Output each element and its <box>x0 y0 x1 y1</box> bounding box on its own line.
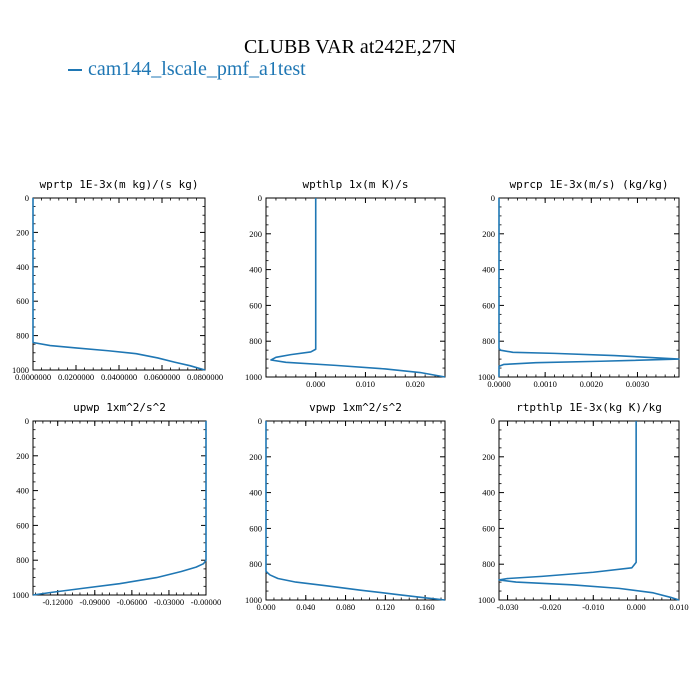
y-tick-label: 1000 <box>12 590 29 600</box>
y-tick-label: 600 <box>16 520 29 530</box>
x-tick-label: 0.0800000 <box>187 372 223 382</box>
plot-frame <box>32 420 207 596</box>
y-tick-label: 0 <box>25 193 29 203</box>
x-tick-label: 0.000 <box>256 602 275 612</box>
y-tick-label: 800 <box>249 559 262 569</box>
y-tick-label: 400 <box>482 265 495 275</box>
y-tick-label: 600 <box>249 300 262 310</box>
y-tick-label: 600 <box>16 296 29 306</box>
series-line <box>270 198 446 378</box>
series-line <box>498 198 680 377</box>
y-tick-label: 1000 <box>478 595 495 605</box>
chart-panel: rtpthlp 1E-3x(kg K)/kg02004006008001000-… <box>478 401 689 612</box>
chart-panel: wprtp 1E-3x(m kg)/(s kg) 0 200 400 600 800 100… <box>12 178 223 382</box>
x-tick-label: 0.0010 <box>533 379 556 389</box>
x-tick-label: 0.0000 <box>487 379 510 389</box>
y-tick-label: 600 <box>482 300 495 310</box>
x-tick-label: -0.12000 <box>42 597 72 607</box>
x-tick-label: -0.020 <box>539 602 561 612</box>
y-tick-label: 400 <box>249 265 262 275</box>
chart-title: vpwp 1xm^2/s^2 <box>309 401 402 414</box>
y-tick-label: 800 <box>482 336 495 346</box>
x-tick-label: -0.030 <box>497 602 519 612</box>
x-tick-label: 0.0000000 <box>15 372 51 382</box>
x-tick-label: 0.000 <box>627 602 646 612</box>
y-tick-label: 400 <box>16 262 29 272</box>
chart-title: wpthlp 1x(m K)/s <box>303 178 409 191</box>
y-tick-label: 0 <box>25 416 29 426</box>
x-tick-label: 0.0020 <box>580 379 603 389</box>
chart-panel: wpthlp 1x(m K)/s 0 200 400 600 800 1000 0.000 0.… <box>245 178 446 389</box>
x-tick-label: 0.0030 <box>626 379 649 389</box>
x-tick-label: -0.03000 <box>154 597 184 607</box>
x-tick-label: 0.040 <box>296 602 315 612</box>
x-tick-label: -0.06000 <box>117 597 147 607</box>
x-tick-label: 0.160 <box>416 602 435 612</box>
y-tick-label: 200 <box>482 229 495 239</box>
y-tick-label: 200 <box>482 452 495 462</box>
y-tick-label: 1000 <box>478 372 495 382</box>
y-tick-label: 400 <box>482 488 495 498</box>
plot-frame <box>265 197 446 378</box>
x-tick-label: 0.010 <box>356 379 375 389</box>
legend: cam144_lscale_pmf_a1test <box>68 58 306 81</box>
x-tick-label: 0.010 <box>669 602 688 612</box>
x-tick-label: -0.010 <box>582 602 604 612</box>
x-tick-label: 0.0600000 <box>144 372 180 382</box>
chart-title: rtpthlp 1E-3x(kg K)/kg <box>516 401 662 414</box>
y-tick-label: 600 <box>249 523 262 533</box>
series-line <box>32 198 206 371</box>
x-tick-label: -0.00000 <box>191 597 221 607</box>
x-tick-label: 0.0400000 <box>101 372 137 382</box>
y-tick-label: 1000 <box>245 595 262 605</box>
y-tick-label: 400 <box>16 486 29 496</box>
chart-panel: wprcp 1E-3x(m/s) (kg/kg) 0 200 400 600 800 100… <box>478 178 680 389</box>
y-tick-label: 1000 <box>245 372 262 382</box>
y-tick-label: 0 <box>258 193 262 203</box>
chart-panel: upwp 1xm^2/s^202004006008001000-0.12000-… <box>12 401 221 607</box>
x-tick-label: 0.0200000 <box>58 372 94 382</box>
plot-frame <box>265 420 446 601</box>
y-tick-label: 800 <box>16 555 29 565</box>
y-tick-label: 800 <box>482 559 495 569</box>
y-tick-label: 200 <box>16 451 29 461</box>
series-line <box>498 421 680 601</box>
x-tick-label: 0.020 <box>406 379 425 389</box>
y-tick-label: 200 <box>16 227 29 237</box>
y-tick-label: 0 <box>491 193 495 203</box>
page-title: CLUBB VAR at242E,27N <box>243 36 457 58</box>
x-tick-label: 0.000 <box>306 379 325 389</box>
plot-frame <box>498 197 680 378</box>
y-tick-label: 1000 <box>12 365 29 375</box>
chart-title: wprcp 1E-3x(m/s) (kg/kg) <box>510 178 669 191</box>
series-line <box>32 421 207 596</box>
y-tick-label: 0 <box>258 416 262 426</box>
y-tick-label: 200 <box>249 452 262 462</box>
x-tick-label: -0.09000 <box>80 597 110 607</box>
legend-label: cam144_lscale_pmf_a1test <box>88 58 306 80</box>
chart-title: wprtp 1E-3x(m kg)/(s kg) <box>40 178 199 191</box>
x-tick-label: 0.080 <box>336 602 355 612</box>
y-tick-label: 800 <box>16 331 29 341</box>
x-tick-label: 0.120 <box>376 602 395 612</box>
y-tick-label: 400 <box>249 488 262 498</box>
y-tick-label: 0 <box>491 416 495 426</box>
chart-title: upwp 1xm^2/s^2 <box>73 401 166 414</box>
plot-frame <box>32 197 206 371</box>
series-line <box>265 421 446 601</box>
legend-line-swatch <box>68 69 82 72</box>
y-tick-label: 200 <box>249 229 262 239</box>
y-tick-label: 600 <box>482 523 495 533</box>
y-tick-label: 800 <box>249 336 262 346</box>
